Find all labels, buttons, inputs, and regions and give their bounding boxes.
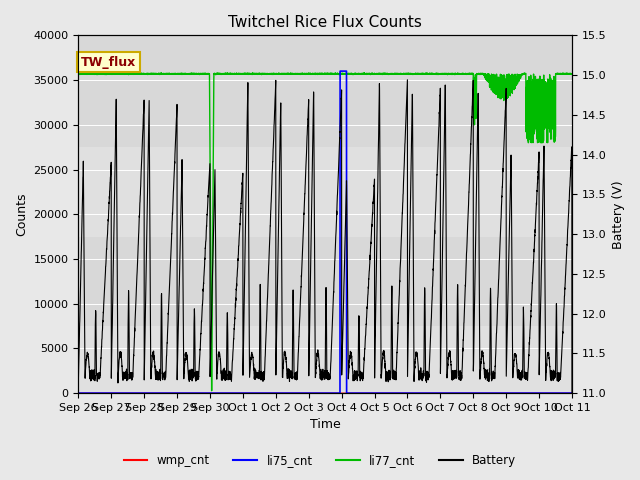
Bar	[79, 237, 572, 326]
Y-axis label: Counts: Counts	[15, 192, 28, 236]
Bar	[79, 326, 572, 393]
Legend: wmp_cnt, li75_cnt, li77_cnt, Battery: wmp_cnt, li75_cnt, li77_cnt, Battery	[119, 449, 521, 472]
Bar	[79, 147, 572, 237]
Title: Twitchel Rice Flux Counts: Twitchel Rice Flux Counts	[228, 15, 422, 30]
Text: TW_flux: TW_flux	[81, 56, 136, 69]
X-axis label: Time: Time	[310, 419, 340, 432]
Y-axis label: Battery (V): Battery (V)	[612, 180, 625, 249]
Bar	[79, 36, 572, 147]
